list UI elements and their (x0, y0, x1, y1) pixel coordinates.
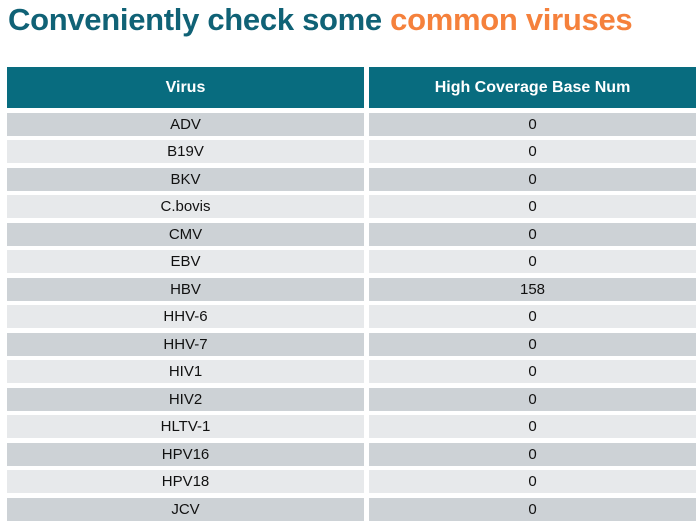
virus-cell: ADV (7, 112, 364, 136)
column-header-high-coverage-base-num: High Coverage Base Num (369, 67, 696, 108)
value-cell: 0 (369, 195, 696, 218)
value-cell: 0 (369, 167, 696, 191)
value-cell: 158 (369, 277, 696, 301)
table-row: HBV 158 (7, 277, 696, 301)
value-cell: 0 (369, 387, 696, 411)
table-row: C.bovis 0 (7, 195, 696, 218)
value-cell: 0 (369, 305, 696, 328)
table-row: JCV 0 (7, 497, 696, 521)
table-row: HIV2 0 (7, 387, 696, 411)
table-row: HIV1 0 (7, 360, 696, 383)
virus-cell: JCV (7, 497, 364, 521)
value-cell: 0 (369, 360, 696, 383)
virus-cell: HBV (7, 277, 364, 301)
virus-cell: B19V (7, 140, 364, 163)
value-cell: 0 (369, 112, 696, 136)
value-cell: 0 (369, 140, 696, 163)
virus-cell: HHV-6 (7, 305, 364, 328)
value-cell: 0 (369, 222, 696, 246)
virus-table: Virus High Coverage Base Num ADV 0 B19V … (7, 67, 696, 521)
table-header-row: Virus High Coverage Base Num (7, 67, 696, 108)
table-row: BKV 0 (7, 167, 696, 191)
column-header-virus: Virus (7, 67, 364, 108)
virus-cell: C.bovis (7, 195, 364, 218)
table-row: HPV16 0 (7, 442, 696, 466)
virus-cell: EBV (7, 250, 364, 273)
value-cell: 0 (369, 442, 696, 466)
virus-cell: HHV-7 (7, 332, 364, 356)
value-cell: 0 (369, 497, 696, 521)
virus-cell: BKV (7, 167, 364, 191)
value-cell: 0 (369, 250, 696, 273)
table-row: HLTV-1 0 (7, 415, 696, 438)
virus-cell: HLTV-1 (7, 415, 364, 438)
value-cell: 0 (369, 415, 696, 438)
page-title-teal-text: Conveniently check some (8, 2, 391, 37)
table-row: HPV18 0 (7, 470, 696, 493)
page-title: Conveniently check some common viruses (8, 1, 633, 40)
value-cell: 0 (369, 470, 696, 493)
table-row: B19V 0 (7, 140, 696, 163)
virus-cell: HIV1 (7, 360, 364, 383)
virus-cell: CMV (7, 222, 364, 246)
table-row: ADV 0 (7, 112, 696, 136)
virus-cell: HPV18 (7, 470, 364, 493)
virus-cell: HPV16 (7, 442, 364, 466)
virus-cell: HIV2 (7, 387, 364, 411)
value-cell: 0 (369, 332, 696, 356)
page-title-orange-text: common viruses (390, 2, 633, 37)
table-row: HHV-7 0 (7, 332, 696, 356)
table-row: CMV 0 (7, 222, 696, 246)
table-row: HHV-6 0 (7, 305, 696, 328)
table-row: EBV 0 (7, 250, 696, 273)
